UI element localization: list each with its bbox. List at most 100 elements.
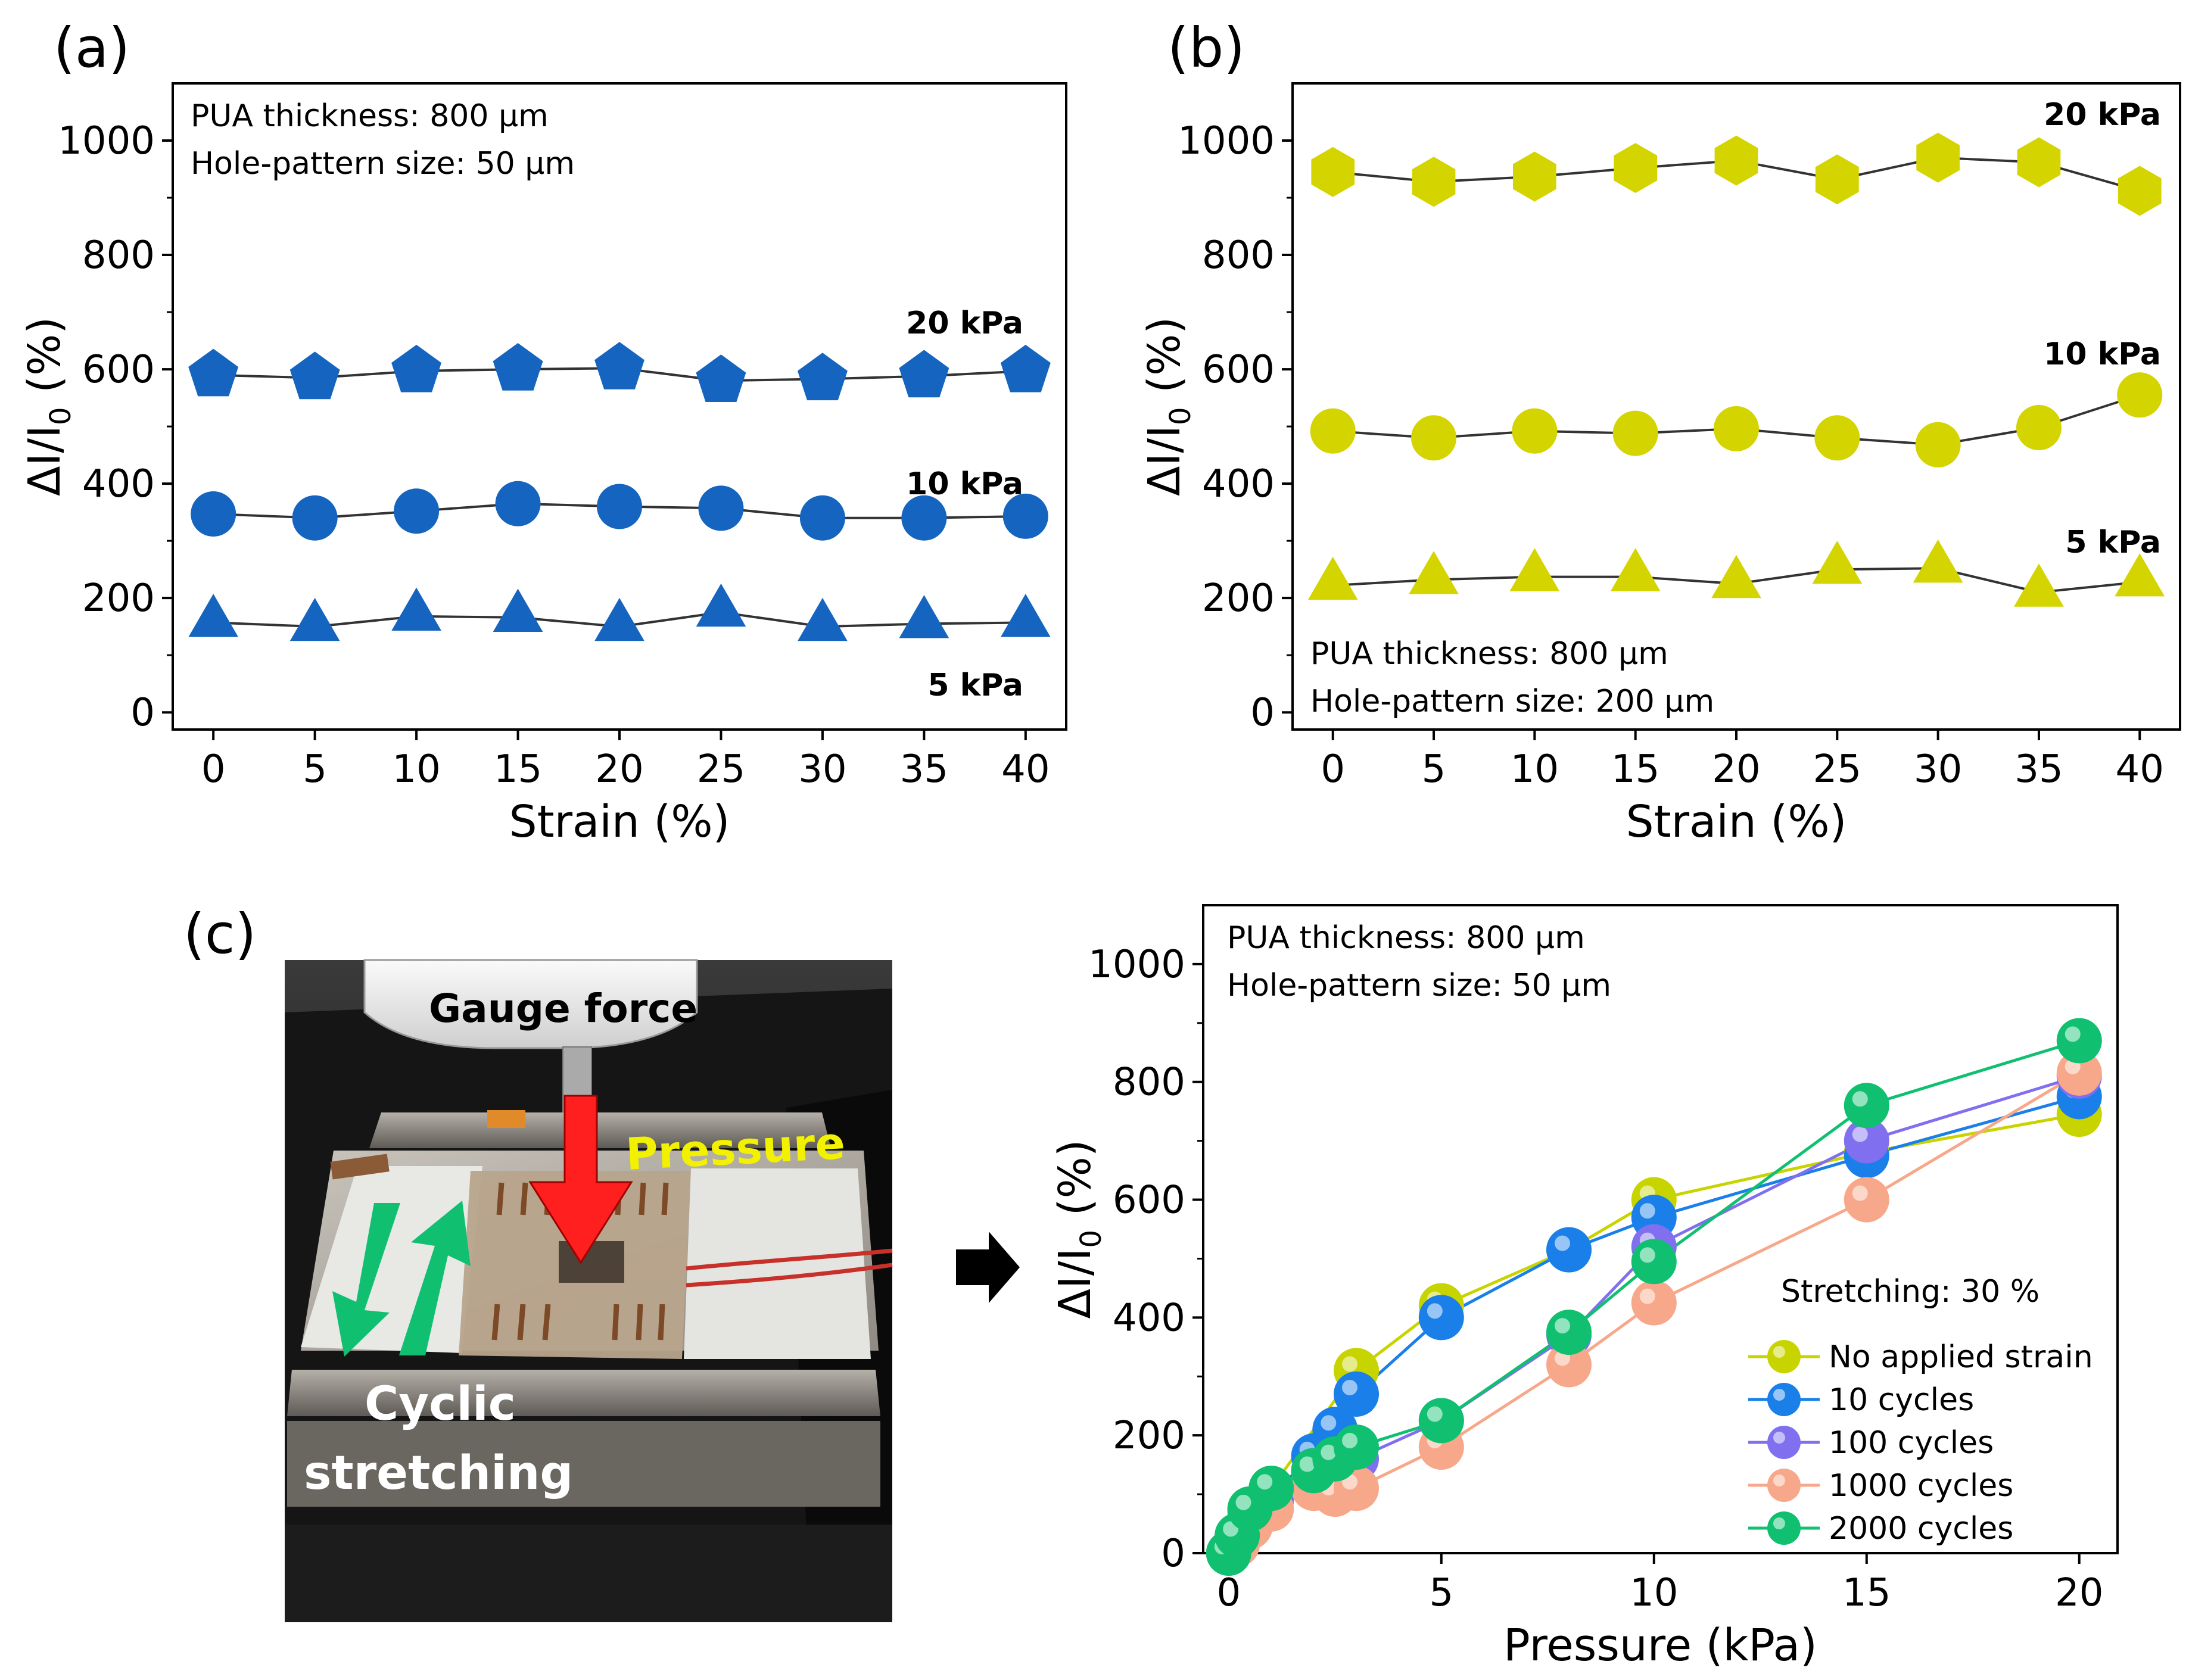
x-tick-label: 5 (1429, 1571, 1453, 1615)
data-point-triangle (1001, 594, 1051, 637)
chart-a: 0 5 10 15 20 25 30 35 4002004006008001000Strain … (19, 82, 1067, 847)
series-label: 10 kPa (906, 466, 1023, 502)
data-point-highlight (1427, 1406, 1443, 1422)
legend-marker-highlight (1773, 1389, 1785, 1401)
x-axis-title: Strain (%) (1626, 796, 1847, 847)
data-point-pentagon (798, 353, 848, 401)
data-point-highlight (1342, 1356, 1358, 1372)
gauge-force-label: Gauge force (429, 986, 698, 1031)
x-tick-label: 10 (392, 747, 440, 791)
data-point-highlight (1555, 1235, 1570, 1251)
data-point-hexagon (2017, 137, 2061, 188)
stretching-label: stretching (304, 1447, 573, 1500)
data-point-circle (292, 495, 338, 541)
legend-entry: 10 cycles (1829, 1382, 1974, 1418)
data-point-circle (2117, 372, 2163, 418)
legend-marker-highlight (1773, 1517, 1785, 1529)
data-point-triangle (493, 588, 543, 632)
x-tick-label: 40 (2116, 747, 2164, 791)
x-tick-label: 15 (1611, 747, 1659, 791)
y-axis-title: ΔI/I0 (%) (1139, 317, 1197, 496)
setup-photo: Gauge force Pressure Cyclic stretching (285, 959, 893, 1622)
data-point-hexagon (1916, 132, 1960, 183)
legend-marker (1767, 1469, 1801, 1502)
y-tick-label: 800 (1202, 233, 1275, 278)
data-point-triangle (289, 597, 340, 641)
data-point-pentagon (493, 343, 543, 391)
data-point-highlight (1852, 1091, 1868, 1107)
data-point-highlight (1342, 1432, 1358, 1448)
data-point-pentagon (188, 348, 239, 397)
data-point-circle (1915, 422, 1961, 467)
series-label: 10 kPa (2044, 336, 2161, 372)
data-point-hexagon (1714, 135, 1758, 186)
x-tick-label: 20 (1712, 747, 1760, 791)
data-point-circle (1334, 1371, 1380, 1417)
data-point-triangle (1610, 548, 1661, 591)
legend-marker (1767, 1426, 1801, 1459)
legend-entry: No applied strain (1829, 1339, 2093, 1375)
data-point-hexagon (1311, 147, 1355, 197)
data-point-circle (2016, 405, 2062, 451)
data-point-triangle (2014, 563, 2064, 607)
y-tick-label: 0 (1161, 1532, 1185, 1576)
x-tick-label: 40 (1001, 747, 1050, 791)
legend-entry: 1000 cycles (1829, 1468, 2013, 1504)
data-point-circle (1612, 410, 1658, 456)
data-point-circle (1844, 1177, 1889, 1223)
data-point-highlight (1639, 1203, 1655, 1219)
y-tick-label: 400 (1113, 1296, 1185, 1340)
y-tick-label: 800 (82, 233, 155, 278)
data-point-triangle (391, 587, 441, 631)
film-right (684, 1168, 871, 1359)
annotation-line: Hole-pattern size: 50 μm (1227, 968, 1611, 1003)
y-tick-label: 600 (82, 348, 155, 392)
y-axis-title: ΔI/I0 (%) (19, 317, 77, 496)
data-point-pentagon (899, 350, 949, 398)
x-tick-label: 30 (798, 747, 846, 791)
panel-label-a: (a) (54, 16, 130, 80)
wire-2 (686, 1263, 893, 1288)
x-tick-label: 20 (2055, 1571, 2103, 1615)
legend-entry: 2000 cycles (1829, 1511, 2013, 1547)
data-point-circle (1248, 1466, 1294, 1511)
y-tick-label: 800 (1113, 1061, 1185, 1105)
legend-marker-highlight (1773, 1432, 1785, 1444)
annotation-line: PUA thickness: 800 μm (1227, 920, 1585, 956)
big-arrow-icon (956, 1232, 1020, 1303)
series-label: 5 kPa (2065, 525, 2161, 560)
front-clamp (287, 1370, 880, 1416)
data-point-highlight (1639, 1247, 1655, 1263)
panel-label-b: (b) (1167, 16, 1245, 80)
series-label: 20 kPa (906, 306, 1023, 341)
data-point-highlight (1852, 1126, 1868, 1142)
x-tick-label: 0 (1321, 747, 1345, 791)
legend-entry: 100 cycles (1829, 1425, 1994, 1461)
data-point-triangle (188, 594, 238, 637)
annotation-line: Hole-pattern size: 200 μm (1310, 684, 1714, 719)
x-tick-label: 30 (1914, 747, 1962, 791)
data-point-pentagon (594, 342, 644, 389)
data-point-hexagon (1513, 151, 1556, 202)
panel-label-c: (c) (183, 902, 256, 966)
data-point-triangle (696, 583, 746, 627)
wire-1 (686, 1248, 893, 1271)
data-point-circle (1334, 1424, 1380, 1470)
y-tick-label: 200 (1202, 576, 1275, 621)
plot-frame (1202, 904, 2119, 1554)
chart-b: 0 5 10 15 20 25 30 35 4002004006008001000Strain … (1139, 82, 2181, 847)
data-point-triangle (1711, 554, 1761, 599)
x-tick-label: 35 (900, 747, 948, 791)
legend-marker-highlight (1773, 1475, 1785, 1486)
x-tick-label: 25 (1813, 747, 1861, 791)
x-axis-title: Strain (%) (509, 796, 730, 847)
y-tick-label: 600 (1202, 348, 1275, 392)
data-point-circle (1418, 1295, 1464, 1341)
data-point-triangle (1409, 551, 1459, 594)
data-point-highlight (1852, 1185, 1868, 1201)
data-point-hexagon (1412, 157, 1456, 207)
data-point-hexagon (1614, 143, 1658, 194)
data-point-hexagon (1815, 154, 1859, 205)
front-clamp-lower (287, 1421, 880, 1507)
x-tick-label: 10 (1511, 747, 1559, 791)
